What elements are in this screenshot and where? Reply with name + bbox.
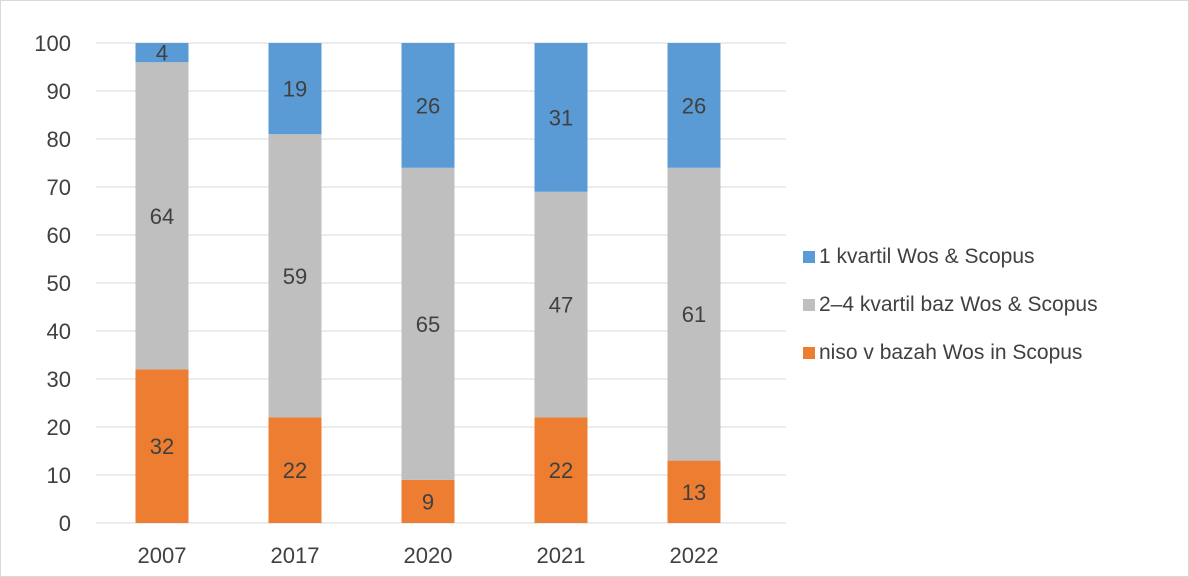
x-tick-label: 2020 <box>404 543 453 568</box>
data-labels: 32 64 4 22 59 19 9 65 26 22 47 31 13 61 26 <box>150 41 706 515</box>
bar-segment <box>268 134 322 418</box>
legend-item: niso v bazah Wos in Scopus <box>803 329 1183 377</box>
data-label: 65 <box>416 312 440 337</box>
data-label: 9 <box>422 489 434 514</box>
y-tick-label: 40 <box>47 319 71 344</box>
x-tick-label: 2021 <box>537 543 586 568</box>
bar-segment <box>268 417 322 523</box>
data-label: 47 <box>549 293 573 318</box>
legend-swatch <box>803 251 815 263</box>
data-label: 4 <box>156 41 168 66</box>
bar-segment <box>135 62 189 370</box>
data-label: 22 <box>549 458 573 483</box>
data-label: 22 <box>283 458 307 483</box>
x-tick-label: 2017 <box>271 543 320 568</box>
legend-label: 1 kvartil Wos & Scopus <box>819 245 1035 268</box>
bar-segment <box>667 460 721 523</box>
y-tick-label: 30 <box>47 367 71 392</box>
bar-segment <box>534 43 588 192</box>
y-tick-label: 70 <box>47 175 71 200</box>
y-tick-label: 20 <box>47 415 71 440</box>
x-tick-label: 2022 <box>670 543 719 568</box>
data-label: 26 <box>682 93 706 118</box>
data-label: 59 <box>283 264 307 289</box>
x-tick-label: 2007 <box>138 543 187 568</box>
bar-segment <box>667 167 721 461</box>
y-tick-label: 60 <box>47 223 71 248</box>
legend: 1 kvartil Wos & Scopus 2–4 kvartil baz Wo… <box>803 233 1183 377</box>
data-label: 26 <box>416 93 440 118</box>
y-tick-label: 50 <box>47 271 71 296</box>
x-axis-ticks: 2007 2017 2020 2021 2022 <box>138 543 719 568</box>
bars <box>135 43 721 523</box>
y-tick-label: 10 <box>47 463 71 488</box>
bar-segment <box>534 417 588 523</box>
data-label: 61 <box>682 302 706 327</box>
legend-swatch <box>803 299 815 311</box>
bar-segment <box>135 369 189 523</box>
y-tick-label: 100 <box>34 31 71 56</box>
legend-label: niso v bazah Wos in Scopus <box>819 341 1083 364</box>
bar-segment <box>667 43 721 168</box>
bar-segment <box>401 167 455 480</box>
data-label: 32 <box>150 434 174 459</box>
bar-segment <box>268 43 322 135</box>
bar-segment <box>401 43 455 168</box>
data-label: 19 <box>283 77 307 102</box>
bar-segment <box>135 43 189 63</box>
data-label: 64 <box>150 204 174 229</box>
bar-segment <box>534 191 588 418</box>
legend-swatch <box>803 347 815 359</box>
y-tick-label: 80 <box>47 127 71 152</box>
legend-label: 2–4 kvartil baz Wos & Scopus <box>819 293 1098 316</box>
bar-segment <box>401 479 455 523</box>
y-tick-label: 0 <box>59 511 71 536</box>
data-label: 13 <box>682 480 706 505</box>
legend-item: 2–4 kvartil baz Wos & Scopus <box>803 281 1183 329</box>
data-label: 31 <box>549 105 573 130</box>
legend-item: 1 kvartil Wos & Scopus <box>803 233 1183 281</box>
y-axis-ticks: 0 10 20 30 40 50 60 70 80 90 100 <box>34 31 71 536</box>
y-tick-label: 90 <box>47 79 71 104</box>
